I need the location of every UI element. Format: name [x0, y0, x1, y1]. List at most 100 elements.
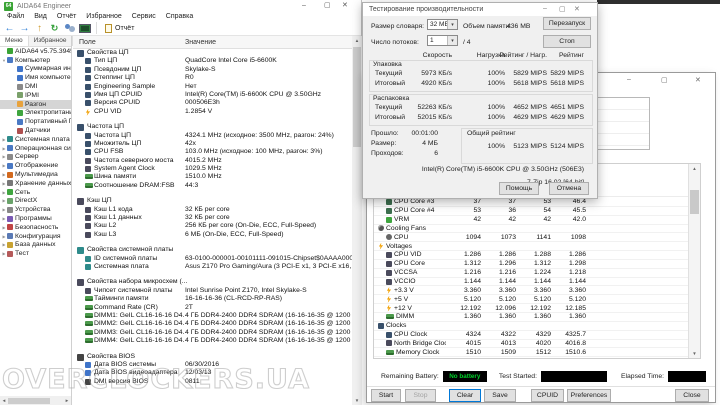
sensor-row[interactable]: CPU Core #3 37 37 53 46.4 [374, 198, 688, 207]
column-value[interactable]: Значение [185, 39, 217, 46]
maximize-icon[interactable] [559, 5, 566, 13]
list-row[interactable]: System Agent Clock 1029.5 MHz [73, 165, 352, 173]
sidebar-item[interactable]: ▶ DirectX [0, 197, 71, 206]
sidebar-item[interactable]: ▶ Отображение [0, 161, 71, 170]
scroll-left-icon[interactable] [0, 398, 8, 403]
minimize-icon[interactable] [543, 5, 547, 12]
sensor-row[interactable]: VCCIO 1.144 1.144 1.144 1.144 [374, 278, 688, 287]
list-row[interactable]: Версия CPUID 000506E3h [73, 99, 352, 107]
sensor-row[interactable]: CPU Clock 4324 4322 4329 4325.7 [374, 331, 688, 340]
up-icon[interactable]: ↑ [37, 22, 42, 34]
dictionary-size-select[interactable]: 32 MB [427, 19, 458, 30]
sidebar-item[interactable]: ▶ Программы [0, 214, 71, 223]
users-icon[interactable] [62, 22, 77, 35]
list-row[interactable]: Дата BIOS видеоадаптера 12/03/13 [73, 369, 352, 377]
list-row[interactable]: Частота ЦП 4324.1 MHz (исходное: 3500 MHz… [73, 132, 352, 140]
sensor-row[interactable]: DIMM 1.360 1.360 1.360 1.360 [374, 313, 688, 322]
list-section-row[interactable]: Свойства набора микросхем (... [73, 278, 352, 287]
sensor-row[interactable]: CPU Core #4 53 36 54 45.5 [374, 207, 688, 216]
cpuid-button[interactable]: CPUID [531, 388, 564, 402]
scroll-down-icon[interactable] [689, 351, 700, 356]
close-icon[interactable] [695, 76, 701, 84]
menu-item[interactable]: Отчёт [56, 13, 77, 20]
scroll-down-icon[interactable] [352, 396, 362, 405]
close-icon[interactable] [574, 5, 580, 13]
sensor-scrollbar[interactable] [688, 164, 700, 358]
close-icon[interactable] [342, 2, 348, 10]
preferences-button[interactable]: Preferences [567, 388, 611, 402]
list-row[interactable]: Множитель ЦП 42x [73, 140, 352, 148]
sensor-row[interactable]: +3.3 V 3.360 3.360 3.360 3.360 [374, 286, 688, 296]
report-button[interactable]: Отчёт [101, 23, 138, 34]
scrollbar-thumb[interactable] [353, 47, 361, 147]
list-row[interactable]: Тип ЦП QuadCore Intel Core i5-6600K [73, 57, 352, 65]
sidebar-item[interactable]: ▶ Хранение данных [0, 179, 71, 188]
sensor-row[interactable]: VRM 42 42 42 42.0 [374, 216, 688, 225]
list-row[interactable]: DMI версия BIOS 0811 [73, 378, 352, 386]
list-row[interactable]: Кэш L1 данных 32 КБ per core [73, 214, 352, 222]
sensor-row[interactable]: VCCSA 1.216 1.216 1.224 1.218 [374, 269, 688, 278]
list-row[interactable]: DIMM1: GeIL CL16-16-16 D4... 4 ГБ DDR4-24… [73, 312, 352, 320]
list-section-row[interactable]: Свойства системной платы [73, 246, 352, 255]
close-button[interactable]: Close [675, 388, 709, 402]
sidebar-item[interactable]: Имя компьютера [0, 73, 71, 82]
list-row[interactable]: Системная плата Asus Z170 Pro Gaming/Aura… [73, 263, 352, 271]
sidebar-item[interactable]: Электропитание [0, 109, 71, 118]
sensor-row[interactable]: CPU VID 1.286 1.286 1.288 1.286 [374, 251, 688, 260]
scroll-right-icon[interactable] [63, 398, 71, 403]
list-row[interactable]: Имя ЦП CPUID Intel(R) Core(TM) i5-6600K C… [73, 91, 352, 99]
sidebar-tab[interactable]: Избранное [29, 36, 73, 46]
sidebar-item[interactable]: Портативный ПК [0, 117, 71, 126]
cancel-button[interactable]: Отмена [549, 182, 589, 195]
maximize-icon[interactable] [661, 76, 668, 84]
sidebar-tab[interactable]: Меню [0, 36, 29, 46]
sidebar-item[interactable]: ▶ Устройства [0, 205, 71, 214]
list-row[interactable]: Чипсет системной платы Intel Sunrise Poin… [73, 287, 352, 295]
sidebar-item[interactable]: ▶ Системная плата [0, 135, 71, 144]
list-row[interactable]: Кэш L1 кода 32 КБ per core [73, 206, 352, 214]
list-section-row[interactable]: Кэш ЦП [73, 197, 352, 206]
sidebar-item[interactable]: ▶ Безопасность [0, 223, 71, 232]
list-row[interactable]: Соотношение DRAM:FSB 44:3 [73, 182, 352, 190]
clear-button[interactable]: Clear [449, 388, 481, 402]
list-section-row[interactable]: Частота ЦП [73, 123, 352, 132]
list-vertical-scrollbar[interactable] [352, 36, 362, 405]
list-row[interactable]: Шина памяти 1510.0 MHz [73, 173, 352, 181]
list-row[interactable]: DIMM2: GeIL CL16-16-16 D4... 4 ГБ DDR4-24… [73, 320, 352, 328]
list-row[interactable]: Тайминги памяти 16-16-16-36 (CL-RCD-RP-RA… [73, 295, 352, 303]
sensor-row[interactable]: North Bridge Clock 4015 4013 4020 4016.8 [374, 340, 688, 349]
sensor-row[interactable]: CPU 1094 1073 1141 1098 [374, 233, 688, 243]
menu-item[interactable]: Справка [165, 13, 194, 20]
sidebar-item[interactable]: Разгон [0, 99, 71, 109]
sensor-section-row[interactable]: Clocks [374, 322, 688, 331]
sidebar-item[interactable]: ▶ База данных [0, 241, 71, 250]
start-button[interactable]: Start [371, 388, 401, 402]
list-row[interactable]: Дата BIOS системы 06/30/2016 [73, 361, 352, 369]
threads-select[interactable]: 1 [427, 35, 458, 46]
sensor-section-row[interactable]: Voltages [374, 242, 688, 252]
list-row[interactable]: Псевдоним ЦП Skylake-S [73, 66, 352, 74]
menu-item[interactable]: Сервис [131, 13, 156, 20]
sidebar-item[interactable]: IPMI [0, 91, 71, 100]
sidebar-item[interactable]: ▶ Мультимедиа [0, 170, 71, 179]
sidebar-item[interactable]: ▼ Компьютер [0, 56, 71, 65]
sidebar-item[interactable]: DMI [0, 82, 71, 91]
help-button[interactable]: Помощь [499, 182, 539, 195]
list-section-row[interactable]: Свойства BIOS [73, 353, 352, 361]
scrollbar-thumb[interactable] [690, 190, 699, 214]
sidebar-item[interactable]: ▶ Тест [0, 249, 71, 258]
sidebar-item[interactable]: ▶ Сервер [0, 153, 71, 162]
display-icon[interactable] [77, 22, 92, 35]
list-row[interactable]: Кэш L2 256 КБ per core (On-Die, ECC, Full… [73, 222, 352, 230]
list-row[interactable]: Частота северного моста 4015.2 MHz [73, 157, 352, 165]
list-row[interactable]: CPU FSB 103.0 MHz (исходное: 100 MHz, раз… [73, 148, 352, 156]
back-icon[interactable]: ← [4, 22, 15, 34]
restart-button[interactable]: Перезапуск [543, 17, 591, 30]
sidebar-horizontal-scrollbar[interactable] [0, 396, 71, 405]
list-row[interactable]: DIMM4: GeIL CL16-16-16 D4... 4 ГБ DDR4-24… [73, 337, 352, 345]
sidebar-item[interactable]: AIDA64 v5.75.3945 Beta [0, 47, 71, 56]
sidebar-item[interactable]: ▶ Сеть [0, 188, 71, 197]
minimize-icon[interactable] [627, 76, 631, 83]
column-field[interactable]: Поле [79, 39, 96, 46]
list-row[interactable]: ID системной платы 63-0100-000001-0010111… [73, 255, 352, 263]
